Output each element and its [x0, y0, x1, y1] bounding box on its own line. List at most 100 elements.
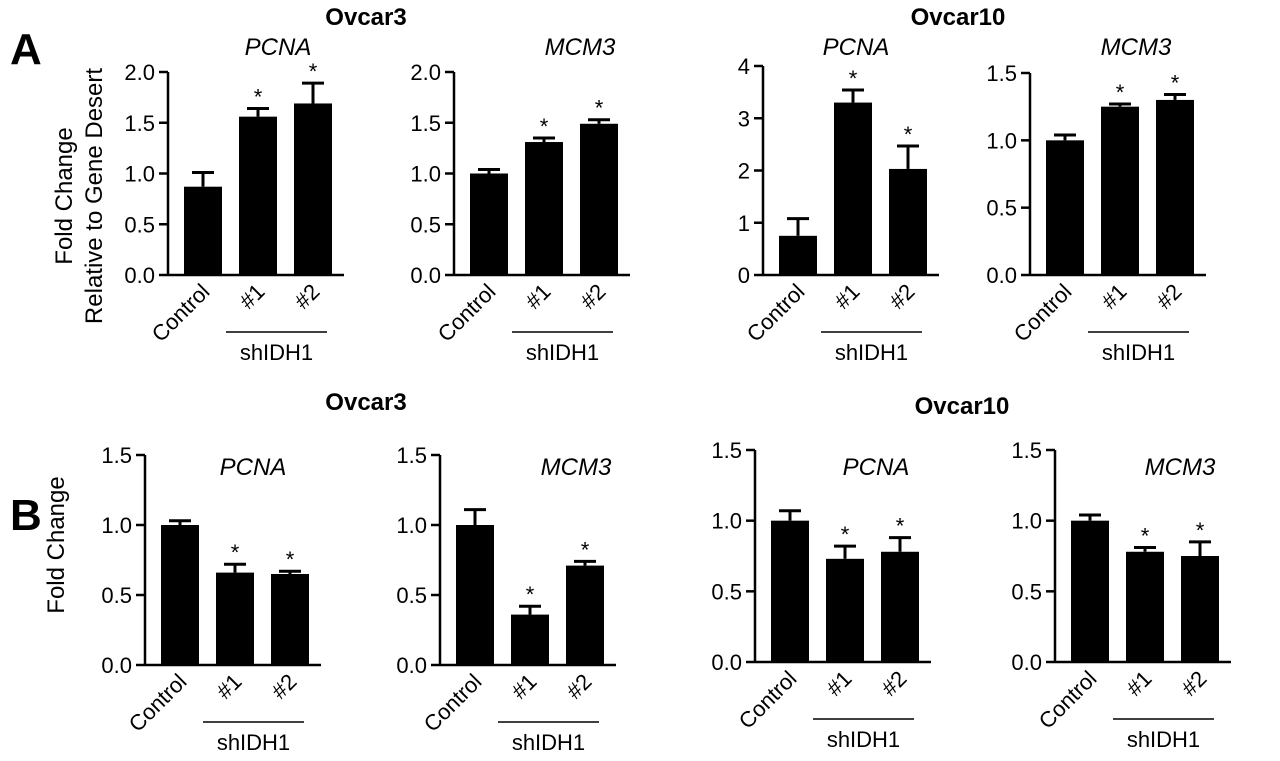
significance-star: *	[896, 514, 905, 539]
y-tick-label: 1.5	[711, 438, 742, 463]
significance-star: *	[841, 522, 850, 547]
x-category-label: Control	[734, 666, 802, 734]
panel-label-b: B	[10, 491, 42, 540]
y-tick-label: 0.0	[410, 263, 441, 288]
x-category-label: #1	[1122, 666, 1157, 701]
bar	[1181, 556, 1219, 662]
bar	[834, 102, 872, 275]
bar	[271, 574, 309, 665]
x-category-label: Control	[742, 279, 810, 347]
y-tick-label: 0.5	[410, 212, 441, 237]
bar	[511, 614, 549, 665]
x-category-label: #1	[507, 669, 542, 704]
significance-star: *	[904, 122, 913, 147]
y-tick-label: 1.0	[410, 162, 441, 187]
y-axis-label-b: Fold Change	[43, 476, 70, 613]
bar	[566, 565, 604, 665]
chart-title: MCM3	[1101, 34, 1172, 61]
x-category-label: #2	[1177, 666, 1212, 701]
bar	[1046, 140, 1084, 275]
panel-label-a: A	[10, 25, 42, 74]
x-category-label: Control	[1009, 279, 1077, 347]
significance-star: *	[581, 537, 590, 562]
x-category-label: Control	[419, 669, 487, 737]
significance-star: *	[1116, 80, 1125, 105]
y-tick-label: 0.5	[396, 583, 427, 608]
y-tick-label: 2.0	[124, 60, 155, 85]
bar	[161, 525, 199, 665]
y-tick-label: 0.5	[986, 196, 1017, 221]
significance-star: *	[526, 582, 535, 607]
y-tick-label: 1.0	[101, 513, 132, 538]
bar	[525, 142, 563, 275]
chart-title: MCM3	[545, 34, 616, 61]
y-tick-label: 0.5	[711, 579, 742, 604]
chart-title: MCM3	[1145, 454, 1216, 481]
x-category-label: #2	[885, 279, 920, 314]
x-category-label: Control	[124, 669, 192, 737]
bar	[470, 173, 508, 275]
x-category-label: #1	[212, 669, 247, 704]
group-label: shIDH1	[827, 727, 900, 752]
x-category-label: #1	[521, 279, 556, 314]
y-axis-label-a-line1: Fold Change	[51, 127, 78, 264]
bar	[294, 103, 332, 275]
bar	[889, 168, 927, 275]
chart-title: MCM3	[541, 454, 612, 481]
group-label: shIDH1	[240, 340, 313, 365]
x-category-label: #1	[1097, 279, 1132, 314]
y-tick-label: 0.0	[986, 263, 1017, 288]
bar-chart: PCNA 0 1 2 3 4 * * Control #1 #2 shIDH1	[738, 34, 939, 365]
bar	[184, 186, 222, 275]
y-tick-label: 1.0	[1011, 509, 1042, 534]
bar	[1101, 106, 1139, 276]
y-tick-label: 1.0	[124, 162, 155, 187]
y-tick-label: 1.0	[711, 509, 742, 534]
x-category-label: #2	[290, 279, 325, 314]
x-category-label: Control	[1034, 666, 1102, 734]
group-label: shIDH1	[835, 340, 908, 365]
bar	[239, 116, 277, 275]
y-tick-label: 1.5	[1011, 438, 1042, 463]
bar-chart: PCNA 0.0 0.5 1.0 1.5 2.0 * * Control #1 #2 shIDH1	[124, 34, 344, 365]
significance-star: *	[1141, 524, 1150, 549]
significance-star: *	[231, 540, 240, 565]
y-tick-label: 0.0	[396, 653, 427, 678]
bar	[216, 572, 254, 665]
bar	[771, 520, 809, 662]
bar	[826, 558, 864, 662]
x-category-label: #2	[267, 669, 302, 704]
group-label: shIDH1	[1102, 340, 1175, 365]
significance-star: *	[1171, 71, 1180, 96]
bar	[1071, 520, 1109, 662]
y-tick-label: 0.5	[1011, 579, 1042, 604]
y-tick-label: 0.0	[1011, 650, 1042, 675]
y-tick-label: 1.5	[101, 443, 132, 468]
significance-star: *	[254, 85, 263, 110]
bar-chart: MCM3 0.0 0.5 1.0 1.5 2.0 * * Control #1 #2 shIDH1	[410, 34, 630, 365]
chart-title: PCNA	[823, 34, 890, 61]
y-tick-label: 2.0	[410, 60, 441, 85]
x-category-label: Control	[433, 279, 501, 347]
bar-chart: MCM3 0.0 0.5 1.0 1.5 * * Control #1 #2 shIDH1	[396, 443, 616, 755]
y-tick-label: 1.0	[986, 128, 1017, 153]
cell-line-title-a-left: Ovcar3	[325, 4, 406, 31]
x-category-label: #2	[562, 669, 597, 704]
y-tick-label: 1	[738, 211, 750, 236]
significance-star: *	[849, 66, 858, 91]
cell-line-title-a-right: Ovcar10	[911, 4, 1006, 31]
x-category-label: #1	[822, 666, 857, 701]
significance-star: *	[309, 59, 318, 84]
y-tick-label: 0	[738, 263, 750, 288]
y-tick-label: 0.0	[711, 650, 742, 675]
significance-star: *	[595, 96, 604, 121]
x-category-label: #2	[576, 279, 611, 314]
bar-chart: MCM3 0.0 0.5 1.0 1.5 * * Control #1 #2 shIDH1	[1011, 438, 1231, 752]
y-tick-label: 0.5	[101, 583, 132, 608]
x-category-label: #2	[1152, 279, 1187, 314]
bar	[1156, 99, 1194, 275]
group-label: shIDH1	[526, 340, 599, 365]
y-tick-label: 4	[738, 54, 750, 79]
y-tick-label: 0.0	[101, 653, 132, 678]
